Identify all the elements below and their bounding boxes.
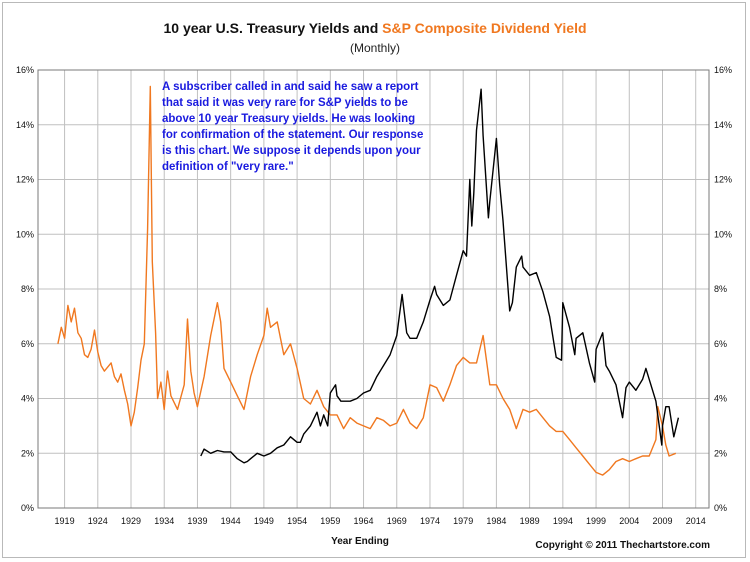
y-tick-label-right: 2% [714,448,727,458]
x-tick-label: 1979 [453,516,473,526]
annotation-line: definition of "very rare." [162,161,294,173]
axes [37,69,710,509]
x-tick-label: 1964 [354,516,374,526]
annotation-line: that said it was very rare for S&P yield… [162,97,408,109]
x-tick-label: 1999 [586,516,606,526]
y-tick-label-right: 12% [714,175,732,185]
y-tick-label-left: 4% [21,394,34,404]
x-tick-label: 1939 [187,516,207,526]
plot-border [37,69,710,509]
x-tick-label: 1934 [154,516,174,526]
x-tick-label: 1984 [486,516,506,526]
y-tick-label-left: 2% [21,448,34,458]
y-tick-label-right: 0% [714,503,727,513]
x-tick-label: 2004 [619,516,639,526]
annotation-line: is this chart. We suppose it depends upo… [162,145,421,157]
chart-subtitle: (Monthly) [350,41,400,55]
y-tick-label-left: 16% [16,65,34,75]
chart-title: 10 year U.S. Treasury Yields and S&P Com… [163,20,586,36]
treasury-yield-line [200,88,680,464]
x-tick-labels: 1919 1924 1929 1934 1939 1944 1949 1954 1959 1964… [55,516,706,526]
annotation-line: A subscriber called in and said he saw a… [162,81,419,93]
y-tick-labels-right: 0% 2% 4% 6% 8% 10% 12% 14% 16% [714,65,732,513]
x-tick-label: 1959 [320,516,340,526]
x-tick-label: 1949 [254,516,274,526]
x-tick-label: 1974 [420,516,440,526]
y-tick-label-left: 10% [16,229,34,239]
series-lines [57,85,680,476]
chart-title-part2: S&P Composite Dividend Yield [382,20,586,36]
annotation-line: for confirmation of the statement. Our r… [162,129,423,141]
y-tick-label-right: 14% [714,120,732,130]
x-tick-label: 2009 [652,516,672,526]
annotation: A subscriber called in and said he saw a… [162,81,423,173]
y-tick-label-left: 8% [21,284,34,294]
x-tick-label: 1924 [88,516,108,526]
y-tick-label-right: 6% [714,339,727,349]
chart-title-part1: 10 year U.S. Treasury Yields and [163,20,382,36]
y-tick-labels-left: 0% 2% 4% 6% 8% 10% 12% 14% 16% [16,65,34,513]
x-tick-label: 1919 [55,516,75,526]
x-tick-label: 1944 [221,516,241,526]
copyright: Copyright © 2011 Thechartstore.com [535,540,710,551]
x-tick-label: 1929 [121,516,141,526]
y-tick-label-left: 6% [21,339,34,349]
annotation-line: above 10 year Treasury yields. He was lo… [162,113,415,125]
x-tick-label: 2014 [686,516,706,526]
y-tick-label-right: 8% [714,284,727,294]
y-tick-label-right: 4% [714,394,727,404]
x-tick-label: 1954 [287,516,307,526]
x-tick-label: 1994 [553,516,573,526]
y-tick-label-right: 16% [714,65,732,75]
x-tick-label: 1969 [387,516,407,526]
y-tick-label-left: 0% [21,503,34,513]
y-tick-label-left: 14% [16,120,34,130]
x-axis-label: Year Ending [331,536,389,547]
dividend-yield-line [57,85,677,476]
y-tick-label-right: 10% [714,229,732,239]
x-tick-label: 1989 [520,516,540,526]
y-tick-label-left: 12% [16,175,34,185]
